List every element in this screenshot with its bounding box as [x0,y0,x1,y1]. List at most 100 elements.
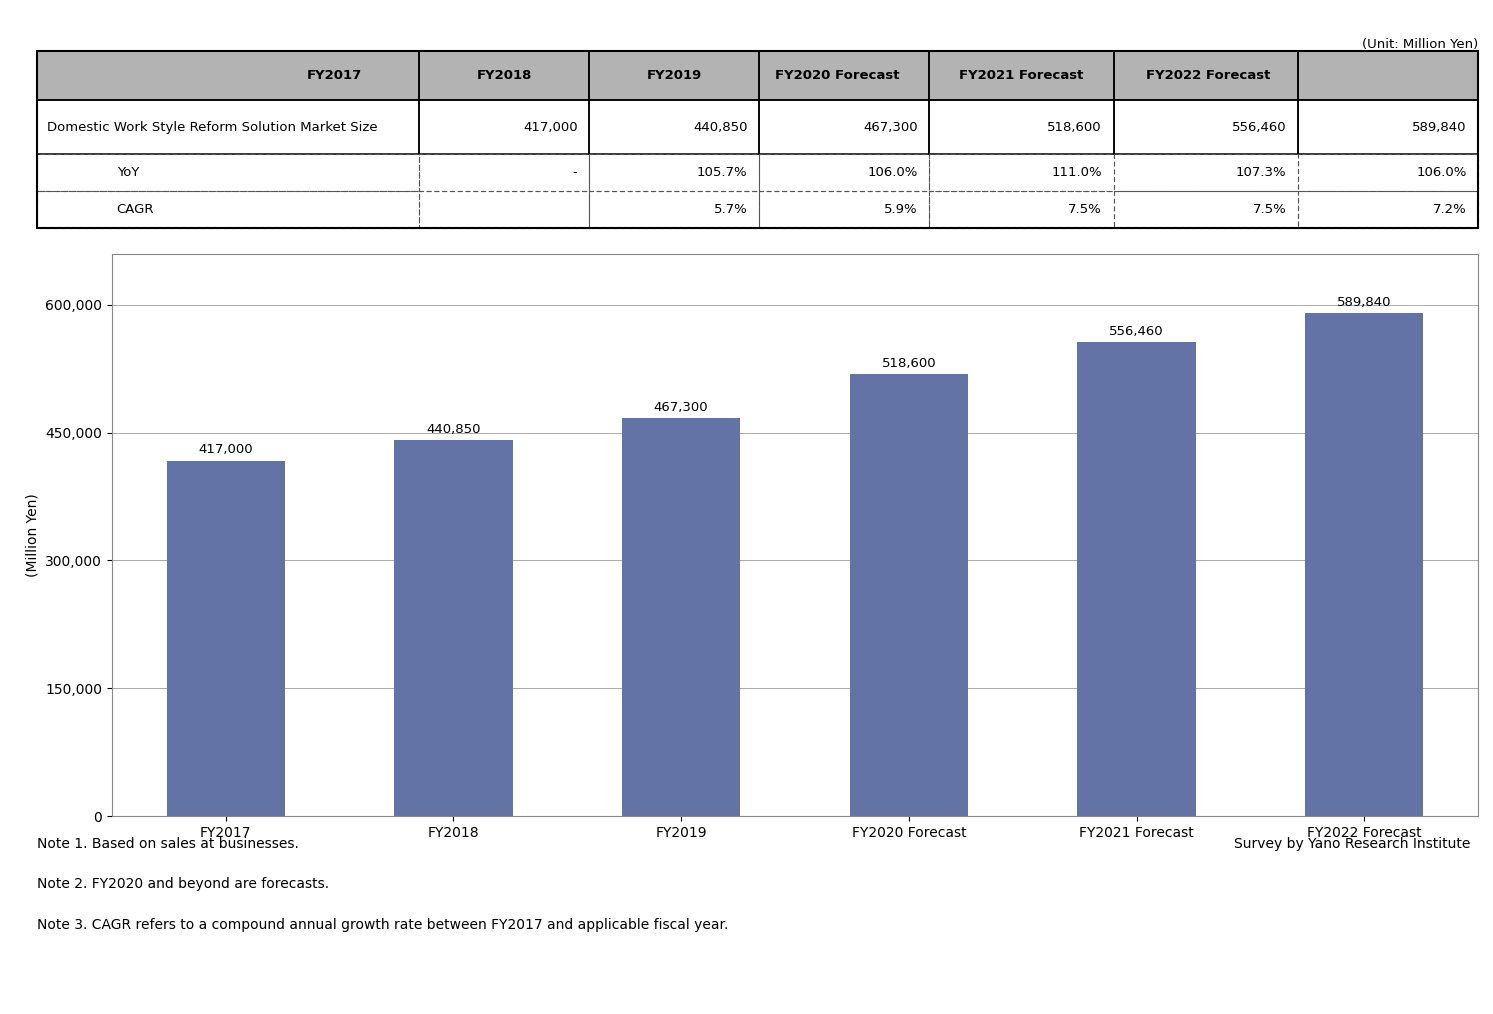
Text: 518,600: 518,600 [1048,121,1102,134]
Bar [758,51,929,100]
Bar [37,191,420,228]
Bar [1305,313,1423,816]
Text: 556,460: 556,460 [1109,324,1165,338]
Bar [1297,51,1478,100]
Text: 467,300: 467,300 [654,401,709,414]
Text: 105.7%: 105.7% [697,165,748,178]
Text: Note 1. Based on sales at businesses.: Note 1. Based on sales at businesses. [37,837,299,851]
Bar [37,153,420,191]
Bar [758,153,929,191]
Bar [420,51,590,100]
Bar [420,100,590,153]
Text: 589,840: 589,840 [1412,121,1466,134]
Bar [1297,100,1478,153]
Bar [758,100,929,153]
Bar [1297,100,1478,153]
Text: (Unit: Million Yen): (Unit: Million Yen) [1362,38,1478,51]
Bar [929,191,1114,228]
Bar [1114,51,1297,100]
Text: 556,460: 556,460 [1232,121,1287,134]
Bar [1114,100,1297,153]
Text: 417,000: 417,000 [199,443,254,456]
Text: 7.5%: 7.5% [1253,203,1287,216]
Bar [1297,191,1478,228]
Bar [590,100,758,153]
Bar [758,191,929,228]
Bar [590,153,758,191]
Bar [929,191,1114,228]
Bar [590,191,758,228]
Bar [929,100,1114,153]
Text: 440,850: 440,850 [693,121,748,134]
Text: 7.5%: 7.5% [1069,203,1102,216]
Bar [1114,100,1297,153]
Bar [420,153,590,191]
Text: FY2020 Forecast: FY2020 Forecast [775,69,899,82]
Bar [929,51,1114,100]
Text: 5.7%: 5.7% [714,203,748,216]
Text: Note 3. CAGR refers to a compound annual growth rate between FY2017 and applicab: Note 3. CAGR refers to a compound annual… [37,918,729,932]
Text: 589,840: 589,840 [1336,296,1391,309]
Bar [929,153,1114,191]
Text: 7.2%: 7.2% [1433,203,1466,216]
Bar [37,191,420,228]
Text: FY2021 Forecast: FY2021 Forecast [959,69,1084,82]
Bar [1114,153,1297,191]
Bar [758,153,929,191]
Text: Domestic Work Style Reform Solution Market Size: Domestic Work Style Reform Solution Mark… [48,121,378,134]
Bar [1297,191,1478,228]
Text: FY2018: FY2018 [476,69,532,82]
Bar [590,191,758,228]
Bar [1114,191,1297,228]
Bar [590,153,758,191]
Bar [1297,153,1478,191]
Text: Survey by Yano Research Institute: Survey by Yano Research Institute [1235,837,1471,851]
Text: 417,000: 417,000 [523,121,578,134]
Bar [167,460,285,816]
Text: 111.0%: 111.0% [1051,165,1102,178]
Bar [37,153,420,191]
Bar [37,100,420,153]
Text: FY2019: FY2019 [646,69,702,82]
Text: CAGR: CAGR [116,203,154,216]
Bar [929,51,1114,100]
Bar [850,374,967,816]
Bar [420,191,590,228]
Bar [590,100,758,153]
Bar [420,191,590,228]
Text: 440,850: 440,850 [426,423,481,436]
Bar [590,51,758,100]
Bar [37,51,420,100]
Bar [1078,342,1196,816]
Bar [1114,153,1297,191]
Text: 467,300: 467,300 [863,121,918,134]
Bar [37,51,420,100]
Bar [1114,51,1297,100]
Text: FY2017: FY2017 [306,69,361,82]
Text: FY2022 Forecast: FY2022 Forecast [1145,69,1271,82]
Text: Note 2. FY2020 and beyond are forecasts.: Note 2. FY2020 and beyond are forecasts. [37,877,330,891]
Bar [1114,191,1297,228]
Bar [929,100,1114,153]
Text: 518,600: 518,600 [881,357,936,370]
Text: 107.3%: 107.3% [1236,165,1287,178]
Text: 106.0%: 106.0% [867,165,918,178]
Bar [758,191,929,228]
Text: YoY: YoY [116,165,139,178]
Bar [590,51,758,100]
Bar [929,153,1114,191]
Bar [37,100,420,153]
Bar [420,51,590,100]
Bar [420,100,590,153]
Bar [758,51,929,100]
Bar [394,440,512,816]
Bar [758,100,929,153]
Text: 5.9%: 5.9% [884,203,918,216]
Text: 106.0%: 106.0% [1417,165,1466,178]
Bar [1297,51,1478,100]
Bar [1297,153,1478,191]
Bar [623,418,741,816]
Bar [420,153,590,191]
Text: -: - [573,165,578,178]
Y-axis label: (Million Yen): (Million Yen) [25,493,40,577]
